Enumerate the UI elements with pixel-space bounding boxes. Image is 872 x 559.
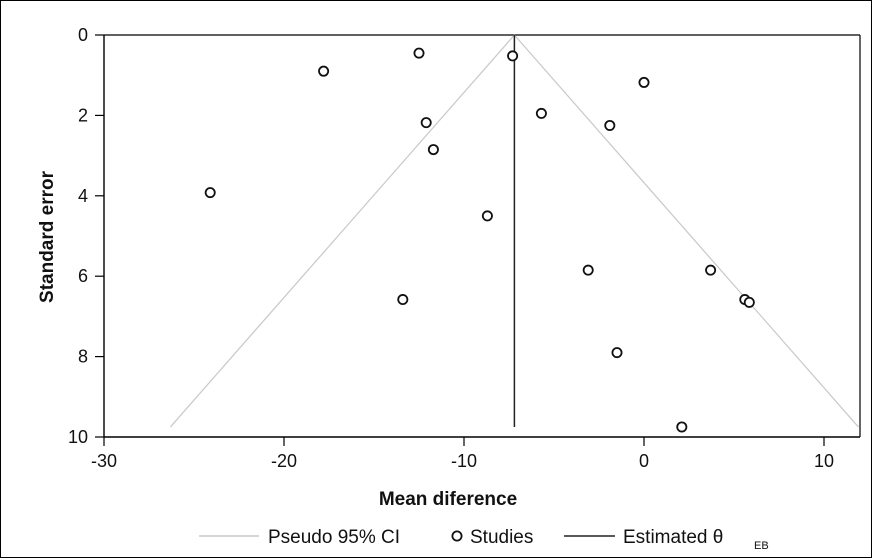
legend-studies-label: Studies bbox=[470, 527, 533, 548]
study-point bbox=[507, 50, 519, 62]
study-point bbox=[604, 119, 616, 131]
study-point bbox=[582, 264, 594, 276]
legend-estimate-subscript: EB bbox=[754, 540, 769, 552]
study-points bbox=[204, 47, 755, 433]
study-point bbox=[427, 144, 439, 156]
x-tick-label: -30 bbox=[91, 451, 117, 471]
legend-ci-label: Pseudo 95% CI bbox=[268, 527, 400, 548]
study-point bbox=[705, 264, 717, 276]
study-point bbox=[743, 296, 755, 308]
x-tick-label: 10 bbox=[814, 451, 834, 471]
y-axis-title: Standard error bbox=[37, 170, 58, 303]
x-tick-label: -10 bbox=[451, 451, 477, 471]
y-tick-label: 10 bbox=[68, 427, 88, 447]
pseudo-ci-right-line bbox=[513, 34, 859, 428]
study-point bbox=[420, 117, 432, 129]
x-tick-label: 0 bbox=[639, 451, 649, 471]
y-tick-label: 6 bbox=[78, 266, 88, 286]
y-ticks: 0 2 4 6 8 10 bbox=[68, 25, 104, 447]
study-point bbox=[611, 347, 623, 359]
y-tick-label: 2 bbox=[78, 105, 88, 125]
x-ticks: -30 -20 -10 0 10 bbox=[91, 437, 834, 471]
legend-estimate-label: Estimated θ bbox=[623, 527, 723, 548]
x-axis-title: Mean diference bbox=[379, 489, 517, 510]
study-point bbox=[397, 294, 409, 306]
study-point bbox=[413, 47, 425, 59]
plot-layer: -30 -20 -10 0 10 0 2 4 6 8 10 bbox=[68, 25, 861, 471]
study-point bbox=[676, 421, 688, 433]
legend-studies-marker bbox=[451, 530, 463, 542]
x-tick-label: -20 bbox=[271, 451, 297, 471]
study-point bbox=[204, 187, 216, 199]
y-tick-label: 8 bbox=[78, 347, 88, 367]
study-point bbox=[318, 65, 330, 77]
study-point bbox=[481, 210, 493, 222]
study-point bbox=[638, 76, 650, 88]
y-tick-label: 4 bbox=[78, 186, 88, 206]
study-point bbox=[535, 107, 547, 119]
pseudo-ci-left-line bbox=[169, 34, 515, 428]
y-tick-label: 0 bbox=[78, 25, 88, 45]
legend: Pseudo 95% CI Studies Estimated θ EB bbox=[199, 527, 769, 552]
